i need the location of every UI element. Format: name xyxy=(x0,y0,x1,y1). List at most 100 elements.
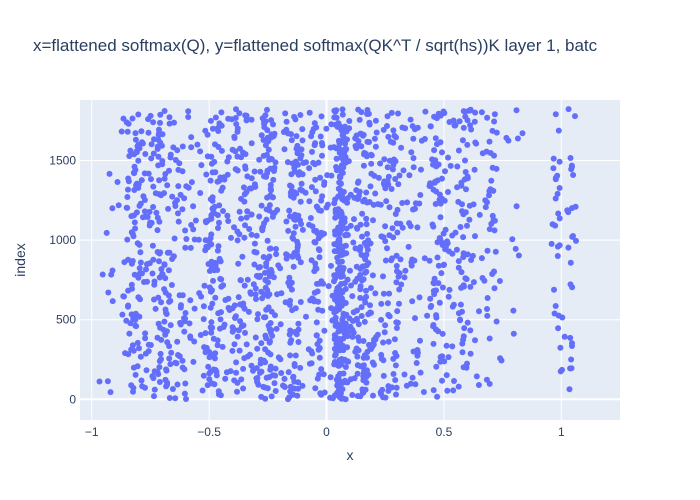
data-point[interactable] xyxy=(462,169,469,175)
data-point[interactable] xyxy=(352,245,359,252)
data-point[interactable] xyxy=(129,258,136,264)
data-point[interactable] xyxy=(141,170,148,177)
data-point[interactable] xyxy=(554,172,561,179)
data-point[interactable] xyxy=(487,186,494,193)
data-point[interactable] xyxy=(122,350,129,357)
data-point[interactable] xyxy=(158,356,164,363)
data-point[interactable] xyxy=(145,341,152,348)
data-point[interactable] xyxy=(124,236,131,243)
data-point[interactable] xyxy=(472,109,479,116)
data-point[interactable] xyxy=(439,377,445,384)
data-point[interactable] xyxy=(103,229,110,236)
data-point[interactable] xyxy=(284,159,291,166)
data-point[interactable] xyxy=(464,141,471,148)
data-point[interactable] xyxy=(391,156,397,163)
data-point[interactable] xyxy=(431,147,438,154)
data-point[interactable] xyxy=(220,208,226,214)
data-point[interactable] xyxy=(392,377,399,383)
data-point[interactable] xyxy=(151,368,158,375)
data-point[interactable] xyxy=(158,299,165,306)
data-point[interactable] xyxy=(191,236,198,243)
data-point[interactable] xyxy=(420,389,427,395)
data-point[interactable] xyxy=(460,250,467,257)
data-point[interactable] xyxy=(363,251,370,258)
data-point[interactable] xyxy=(328,262,334,269)
data-point[interactable] xyxy=(476,308,482,315)
data-point[interactable] xyxy=(306,198,313,205)
data-point[interactable] xyxy=(413,360,420,366)
data-point[interactable] xyxy=(148,141,155,148)
data-point[interactable] xyxy=(333,107,340,114)
data-point[interactable] xyxy=(225,295,232,302)
data-point[interactable] xyxy=(484,295,491,301)
data-point[interactable] xyxy=(205,363,212,370)
data-point[interactable] xyxy=(363,215,370,222)
data-point[interactable] xyxy=(357,130,364,137)
data-point[interactable] xyxy=(449,343,456,350)
data-point[interactable] xyxy=(418,166,424,173)
data-point[interactable] xyxy=(137,200,144,207)
data-point[interactable] xyxy=(212,114,219,121)
data-point[interactable] xyxy=(363,293,370,300)
data-point[interactable] xyxy=(156,379,163,385)
data-point[interactable] xyxy=(399,200,406,206)
data-point[interactable] xyxy=(288,188,295,195)
data-point[interactable] xyxy=(327,394,334,401)
data-point[interactable] xyxy=(109,205,116,212)
data-point[interactable] xyxy=(431,275,438,282)
data-point[interactable] xyxy=(125,175,132,182)
data-point[interactable] xyxy=(408,149,415,156)
data-point[interactable] xyxy=(350,239,357,246)
data-point[interactable] xyxy=(460,333,467,340)
data-point[interactable] xyxy=(386,232,393,239)
data-point[interactable] xyxy=(211,203,218,210)
data-point[interactable] xyxy=(360,276,367,283)
data-point[interactable] xyxy=(316,354,323,361)
data-point[interactable] xyxy=(263,206,270,213)
data-point[interactable] xyxy=(412,200,419,207)
data-point[interactable] xyxy=(388,109,395,116)
data-point[interactable] xyxy=(476,211,483,218)
data-point[interactable] xyxy=(323,125,330,132)
data-point[interactable] xyxy=(256,156,263,163)
data-point[interactable] xyxy=(321,179,328,186)
data-point[interactable] xyxy=(365,237,372,244)
data-point[interactable] xyxy=(315,306,322,313)
data-point[interactable] xyxy=(467,283,474,290)
data-point[interactable] xyxy=(252,334,259,341)
data-point[interactable] xyxy=(353,263,360,270)
data-point[interactable] xyxy=(236,347,243,354)
data-point[interactable] xyxy=(567,259,574,266)
data-point[interactable] xyxy=(318,278,325,285)
data-point[interactable] xyxy=(503,134,510,141)
data-point[interactable] xyxy=(567,334,574,341)
data-point[interactable] xyxy=(139,139,145,146)
data-point[interactable] xyxy=(568,356,575,363)
data-point[interactable] xyxy=(484,114,491,121)
data-point[interactable] xyxy=(225,154,232,161)
data-point[interactable] xyxy=(311,120,318,127)
data-point[interactable] xyxy=(347,323,354,330)
data-point[interactable] xyxy=(472,139,479,146)
data-point[interactable] xyxy=(392,362,399,369)
data-point[interactable] xyxy=(439,175,445,182)
data-point[interactable] xyxy=(233,369,240,376)
data-point[interactable] xyxy=(285,279,292,286)
data-point[interactable] xyxy=(294,150,301,157)
data-point[interactable] xyxy=(232,313,239,320)
data-point[interactable] xyxy=(433,312,440,319)
data-point[interactable] xyxy=(491,285,498,292)
data-point[interactable] xyxy=(335,120,342,127)
data-point[interactable] xyxy=(380,273,386,280)
data-point[interactable] xyxy=(319,152,325,159)
data-point[interactable] xyxy=(188,179,195,186)
data-point[interactable] xyxy=(234,237,241,244)
data-point[interactable] xyxy=(146,208,153,215)
data-point[interactable] xyxy=(157,350,164,357)
data-point[interactable] xyxy=(393,384,400,391)
data-point[interactable] xyxy=(212,141,218,148)
data-point[interactable] xyxy=(241,282,248,289)
data-point[interactable] xyxy=(573,237,579,244)
data-point[interactable] xyxy=(228,234,234,241)
data-point[interactable] xyxy=(569,340,575,347)
